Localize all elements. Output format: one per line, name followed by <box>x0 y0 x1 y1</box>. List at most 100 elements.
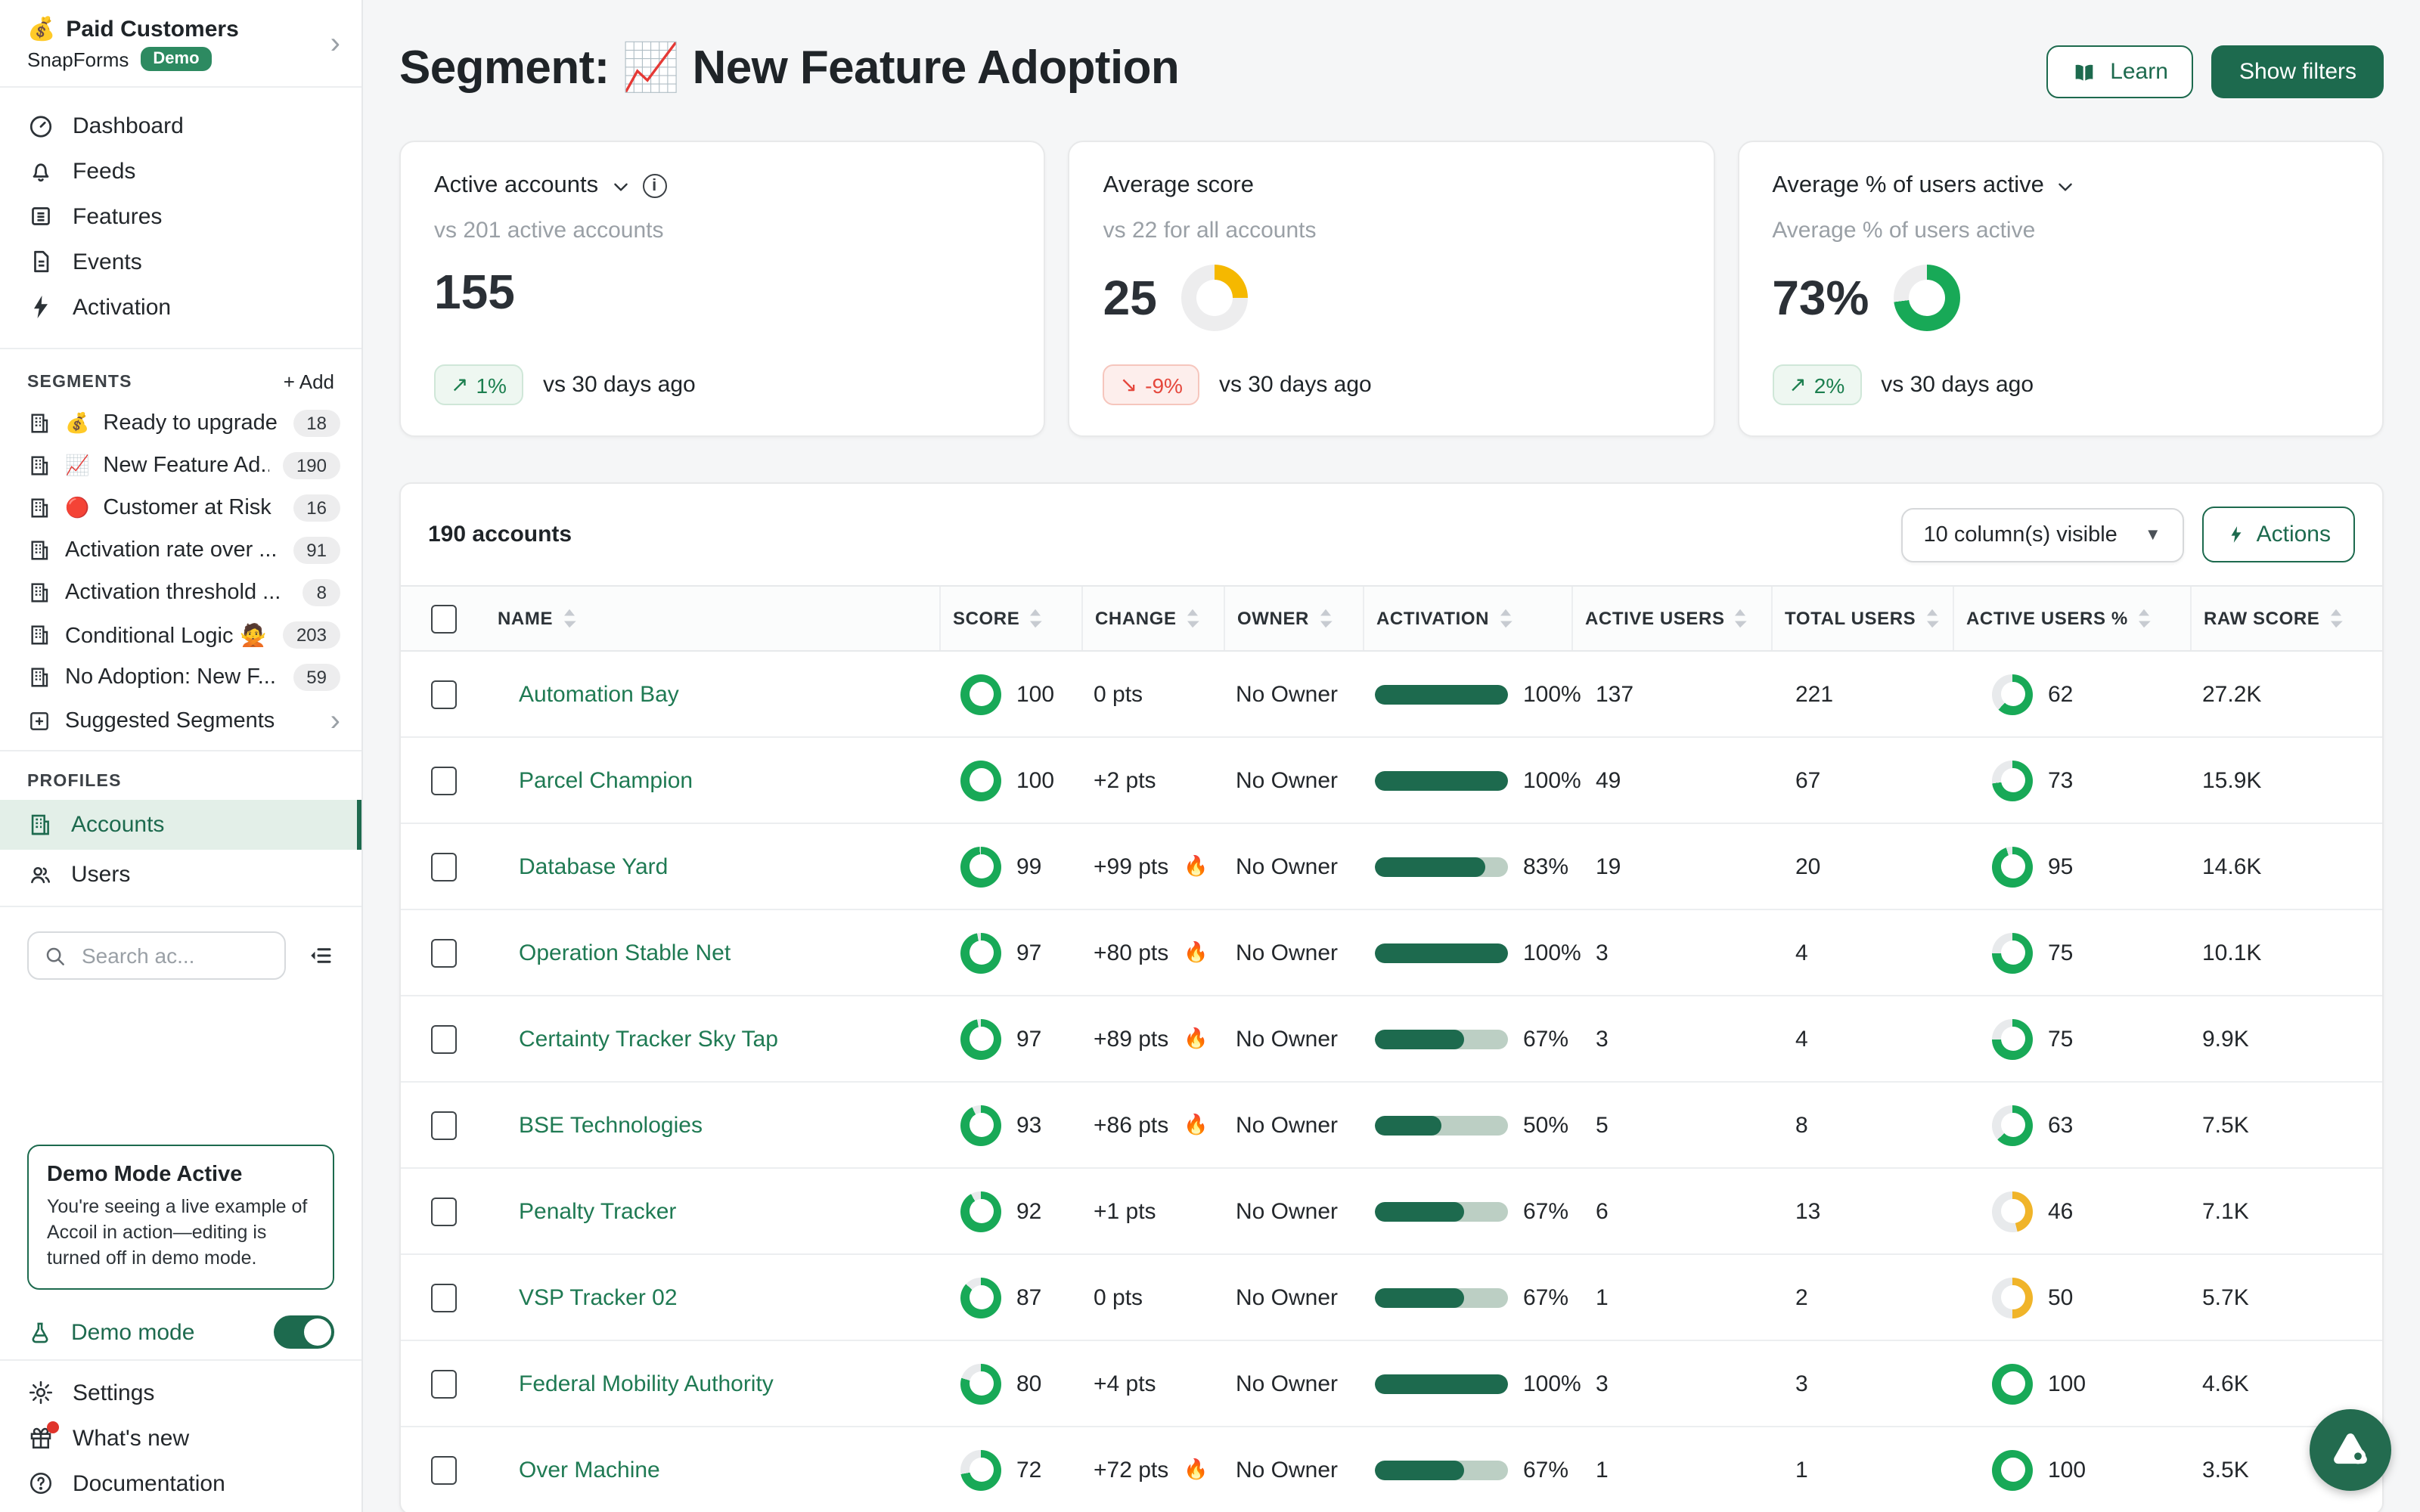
select-all-checkbox[interactable] <box>430 604 456 633</box>
fire-icon: 🔥 <box>1184 1027 1208 1049</box>
collapse-filter-icon[interactable] <box>307 942 334 969</box>
info-icon[interactable]: i <box>642 174 667 198</box>
demo-mode-toggle[interactable] <box>274 1315 334 1349</box>
search-input[interactable] <box>79 942 230 969</box>
profiles-heading: PROFILES <box>27 773 122 791</box>
sort-icon <box>1187 609 1199 628</box>
raw-score-value: 14.6K <box>2202 854 2262 879</box>
raw-score-value: 3.5K <box>2202 1457 2249 1483</box>
workspace-name: Paid Customers <box>66 16 239 42</box>
sidebar-item-settings[interactable]: Settings <box>0 1370 361 1415</box>
account-name-link[interactable]: BSE Technologies <box>519 1112 703 1138</box>
chevron-down-icon[interactable] <box>2056 176 2076 196</box>
score-ring <box>960 1105 1001 1145</box>
row-checkbox[interactable] <box>430 766 456 795</box>
total-users-value: 4 <box>1795 940 1808 965</box>
sidebar-item-documentation[interactable]: Documentation <box>0 1461 361 1506</box>
score-value: 93 <box>1016 1112 1042 1138</box>
account-name-link[interactable]: Certainty Tracker Sky Tap <box>519 1026 778 1052</box>
row-checkbox[interactable] <box>430 852 456 881</box>
active-users-pct-ring <box>1992 760 2033 801</box>
active-users-pct-value: 73 <box>2048 767 2074 793</box>
segments-list: 💰 Ready to upgrade 18 📈 New Feature Ad... 190… <box>0 402 361 699</box>
active-users-value: 19 <box>1596 854 1621 879</box>
account-name-link[interactable]: Automation Bay <box>519 681 679 707</box>
fire-icon: 🔥 <box>1184 1113 1208 1136</box>
row-checkbox[interactable] <box>430 1024 456 1053</box>
sidebar-segment-item[interactable]: Activation rate over ... 91 <box>0 529 361 572</box>
accoil-logo-icon <box>2334 1433 2367 1464</box>
column-header-score[interactable]: SCORE <box>939 587 1081 650</box>
row-checkbox[interactable] <box>430 1111 456 1139</box>
column-header-raw-score[interactable]: RAW SCORE <box>2190 587 2382 650</box>
card-title: Average score <box>1103 172 1254 198</box>
table-row: Database Yard 99 +99 pts 🔥 No Owner 83% 19 20 95… <box>401 824 2382 910</box>
row-checkbox[interactable] <box>430 938 456 967</box>
column-header-active-users[interactable]: ACTIVE USERS <box>1571 587 1771 650</box>
segment-label: New Feature Ad... <box>103 454 269 478</box>
column-header-change[interactable]: CHANGE <box>1081 587 1224 650</box>
raw-score-value: 10.1K <box>2202 940 2262 965</box>
account-name-link[interactable]: Federal Mobility Authority <box>519 1371 774 1396</box>
sidebar-segment-item[interactable]: 💰 Ready to upgrade 18 <box>0 402 361 445</box>
sidebar-item-whats-new[interactable]: What's new <box>0 1415 361 1461</box>
workspace-switcher[interactable]: 💰 Paid Customers SnapForms Demo › <box>0 0 361 88</box>
column-header-active-users-[interactable]: ACTIVE USERS % <box>1953 587 2190 650</box>
account-name-link[interactable]: Penalty Tracker <box>519 1198 677 1224</box>
demo-callout-body: You're seeing a live example of Accoil i… <box>47 1196 308 1269</box>
column-header-total-users[interactable]: TOTAL USERS <box>1771 587 1953 650</box>
sidebar-item-activation[interactable]: Activation <box>0 284 361 330</box>
total-users-value: 13 <box>1795 1198 1821 1224</box>
account-name-link[interactable]: Parcel Champion <box>519 767 693 793</box>
active-users-pct-value: 46 <box>2048 1198 2074 1224</box>
sidebar-segment-item[interactable]: Activation threshold ... 8 <box>0 572 361 614</box>
sort-icon <box>1320 609 1332 628</box>
actions-button[interactable]: Actions <box>2201 507 2355 562</box>
sidebar-item-accounts[interactable]: Accounts <box>0 800 361 850</box>
row-checkbox[interactable] <box>430 1197 456 1225</box>
sidebar-segment-item[interactable]: 🔴 Customer at Risk 16 <box>0 487 361 529</box>
sidebar-item-features[interactable]: Features <box>0 194 361 239</box>
flask-icon <box>32 1321 48 1343</box>
raw-score-value: 4.6K <box>2202 1371 2249 1396</box>
row-checkbox[interactable] <box>430 680 456 708</box>
chevron-down-icon[interactable] <box>610 176 630 196</box>
active-users-pct-ring <box>1992 1191 2033 1232</box>
sidebar-segment-item[interactable]: No Adoption: New F... 59 <box>0 656 361 699</box>
table-row: Penalty Tracker 92 +1 pts No Owner 67% 6 13 46 7… <box>401 1169 2382 1255</box>
add-segment-button[interactable]: + Add <box>283 370 334 393</box>
active-users-pct-ring <box>1992 1277 2033 1318</box>
score-value: 72 <box>1016 1457 1042 1483</box>
users-icon <box>31 866 51 884</box>
columns-visible-select[interactable]: 10 column(s) visible ▼ <box>1900 507 2184 562</box>
activation-bar <box>1375 1287 1508 1307</box>
sidebar-item-dashboard[interactable]: Dashboard <box>0 103 361 148</box>
sidebar-item-events[interactable]: Events <box>0 239 361 284</box>
row-checkbox[interactable] <box>430 1283 456 1312</box>
sidebar-item-users[interactable]: Users <box>0 850 361 900</box>
account-name-link[interactable]: VSP Tracker 02 <box>519 1284 678 1310</box>
sidebar-item-feeds[interactable]: Feeds <box>0 148 361 194</box>
change-value: +72 pts <box>1094 1457 1169 1483</box>
row-checkbox[interactable] <box>430 1369 456 1398</box>
score-value: 87 <box>1016 1284 1042 1310</box>
show-filters-button[interactable]: Show filters <box>2211 45 2384 98</box>
sidebar-segment-item[interactable]: Conditional Logic 🙅 203 <box>0 614 361 656</box>
card-title: Average % of users active <box>1772 172 2044 198</box>
column-header-name[interactable]: NAME <box>486 587 939 650</box>
building-icon <box>31 456 48 476</box>
sidebar-segment-item[interactable]: 📈 New Feature Ad... 190 <box>0 445 361 487</box>
column-header-activation[interactable]: ACTIVATION <box>1363 587 1571 650</box>
sidebar-item-suggested-segments[interactable]: Suggested Segments › <box>0 699 361 744</box>
segment-count-badge: 91 <box>293 537 340 564</box>
account-name-link[interactable]: Over Machine <box>519 1457 660 1483</box>
column-header-owner[interactable]: OWNER <box>1224 587 1363 650</box>
row-checkbox[interactable] <box>430 1455 456 1484</box>
account-name-link[interactable]: Operation Stable Net <box>519 940 731 965</box>
learn-button[interactable]: Learn <box>2046 45 2194 98</box>
score-ring <box>960 674 1001 714</box>
change-value: +86 pts <box>1094 1112 1169 1138</box>
account-name-link[interactable]: Database Yard <box>519 854 669 879</box>
demo-mode-callout: Demo Mode Active You're seeing a live ex… <box>27 1145 334 1290</box>
accoil-fab-button[interactable] <box>2310 1409 2391 1491</box>
